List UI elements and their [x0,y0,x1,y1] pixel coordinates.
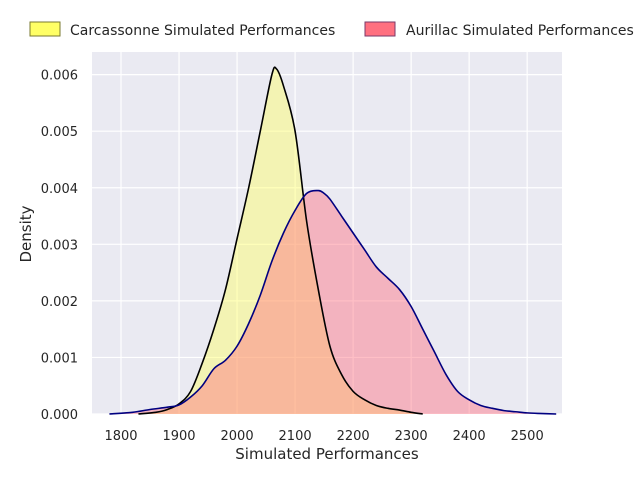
y-axis-label: Density [17,205,35,262]
x-axis-label: Simulated Performances [235,445,419,463]
x-tick-label: 2100 [279,429,312,444]
density-line-carcassonne [138,66,423,415]
x-axis-ticks: 1800 1900 2000 2100 2200 2300 2400 2500 [104,429,543,444]
legend: Carcassonne Simulated Performances Auril… [29,21,634,39]
y-tick-label: 0.001 [41,351,78,366]
legend-label-carcassonne: Carcassonne Simulated Performances [70,23,335,39]
series-layer [109,66,557,415]
y-tick-label: 0.000 [41,408,78,423]
legend-swatch-aurillac [364,21,396,37]
plot-background [92,52,562,414]
grid [92,52,562,415]
legend-swatch-carcassonne [29,21,61,37]
x-tick-label: 2300 [395,429,428,444]
x-tick-label: 2200 [337,429,370,444]
x-tick-label: 1800 [104,429,137,444]
y-axis-ticks: 0.000 0.001 0.002 0.003 0.004 0.005 0.006 [41,69,78,423]
x-tick-label: 2400 [453,429,486,444]
y-tick-label: 0.006 [41,69,78,84]
y-tick-label: 0.005 [41,125,78,140]
density-line-aurillac [109,189,557,415]
y-tick-label: 0.002 [41,295,78,310]
density-area-aurillac [109,190,557,414]
x-tick-label: 2500 [511,429,544,444]
y-tick-label: 0.003 [41,238,78,253]
x-tick-label: 1900 [162,429,195,444]
legend-label-aurillac: Aurillac Simulated Performances [406,23,634,39]
y-tick-label: 0.004 [41,182,78,197]
x-tick-label: 2000 [221,429,254,444]
